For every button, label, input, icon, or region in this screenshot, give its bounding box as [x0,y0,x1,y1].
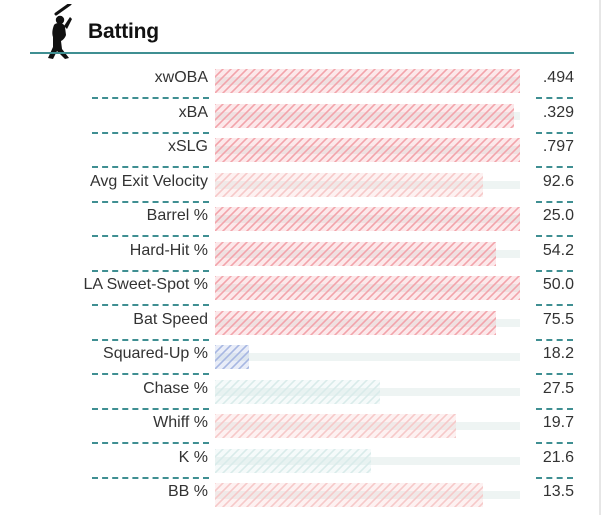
row-divider [92,407,209,410]
metric-row: Hard-Hit % 54.2 [0,237,604,272]
row-divider [92,235,209,237]
metric-value: .329 [542,103,574,121]
metric-row: Avg Exit Velocity 92.6 [0,168,604,203]
metric-label: Squared-Up % [103,345,208,362]
metric-label: Barrel % [146,207,208,224]
bar-fill [215,276,520,300]
percentile-bar [215,414,520,438]
percentile-bar [215,379,520,404]
row-divider [92,304,209,306]
header-rule [30,52,574,54]
metric-label: Hard-Hit % [129,241,208,259]
metric-label: Whiff % [153,414,208,431]
bar-fill [215,69,520,93]
bar-fill [215,414,456,438]
percentile-bar [215,103,520,128]
metric-label: xwOBA [154,69,208,86]
bar-fill [215,207,520,231]
metric-row: K % 21.6 [0,444,604,479]
row-divider [92,200,209,203]
row-divider [92,97,209,99]
percentile-bar [215,483,520,507]
metric-row: xSLG .797 [0,133,604,168]
section-header: Batting [0,0,604,59]
percentile-bar [215,138,520,162]
bar-fill [215,138,520,162]
batter-icon [36,4,78,60]
row-divider [536,200,573,203]
row-divider [92,442,209,444]
percentile-bar [215,172,520,197]
row-divider [92,373,209,375]
metric-label: K % [178,448,208,466]
row-divider [536,235,573,237]
percentile-bar [215,69,520,93]
panel-border [599,0,601,515]
metric-label: xBA [178,103,208,121]
metric-value: .797 [542,138,574,155]
percentile-bar [215,345,520,369]
metric-row: Barrel % 25.0 [0,202,604,237]
bar-fill [215,241,496,266]
row-divider [536,373,573,375]
bar-fill [215,172,484,197]
metric-value: 13.5 [542,483,574,500]
metric-value: 25.0 [542,207,574,224]
metric-row: BB % 13.5 [0,478,604,513]
metric-row: Bat Speed 75.5 [0,306,604,341]
metric-row: Chase % 27.5 [0,375,604,410]
metric-row: xBA .329 [0,99,604,134]
metric-row: xwOBA .494 [0,64,604,99]
percentile-bar [215,241,520,266]
metric-row: Squared-Up % 18.2 [0,340,604,375]
metric-value: 27.5 [542,379,574,397]
bar-fill [215,379,380,404]
bar-track [215,353,520,361]
bar-fill [215,310,496,335]
row-divider [92,476,209,479]
metric-label: Avg Exit Velocity [90,172,208,190]
row-divider [536,338,573,341]
percentile-bar [215,310,520,335]
row-divider [536,476,573,479]
metric-label: LA Sweet-Spot % [83,276,208,293]
bar-fill [215,483,484,507]
metric-row: LA Sweet-Spot % 50.0 [0,271,604,306]
row-divider [536,269,573,272]
metric-value: 75.5 [542,310,574,328]
percentile-bar [215,276,520,300]
metric-value: 21.6 [542,448,574,466]
row-divider [92,338,209,341]
percentile-bar [215,448,520,473]
row-divider [92,166,209,168]
metric-label: BB % [167,483,208,500]
row-divider [92,131,209,134]
bar-fill [215,448,371,473]
metric-row: Whiff % 19.7 [0,409,604,444]
bar-fill [215,345,249,369]
metric-value: 18.2 [542,345,574,362]
row-divider [536,407,573,410]
percentile-bar [215,207,520,231]
row-divider [536,304,573,306]
metric-value: .494 [542,69,574,86]
row-divider [536,442,573,444]
metric-label: Chase % [143,379,208,397]
metric-label: xSLG [167,138,208,155]
metric-value: 50.0 [542,276,574,293]
metric-value: 19.7 [542,414,574,431]
bar-fill [215,103,514,128]
row-divider [536,97,573,99]
metric-label: Bat Speed [133,310,208,328]
row-divider [536,131,573,134]
metric-value: 54.2 [542,241,574,259]
row-divider [536,166,573,168]
section-title: Batting [88,20,159,43]
row-divider [92,269,209,272]
metric-value: 92.6 [542,172,574,190]
